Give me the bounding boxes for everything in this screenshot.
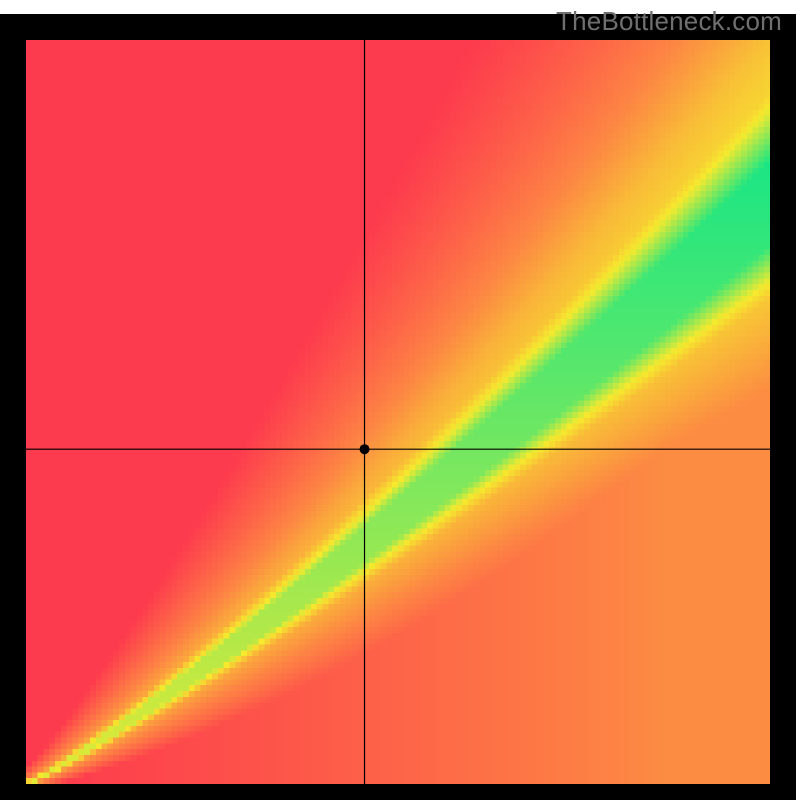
chart-container: { "watermark": { "text": "TheBottleneck.… xyxy=(0,0,800,800)
watermark-text: TheBottleneck.com xyxy=(556,6,782,37)
bottleneck-heatmap xyxy=(26,40,770,784)
